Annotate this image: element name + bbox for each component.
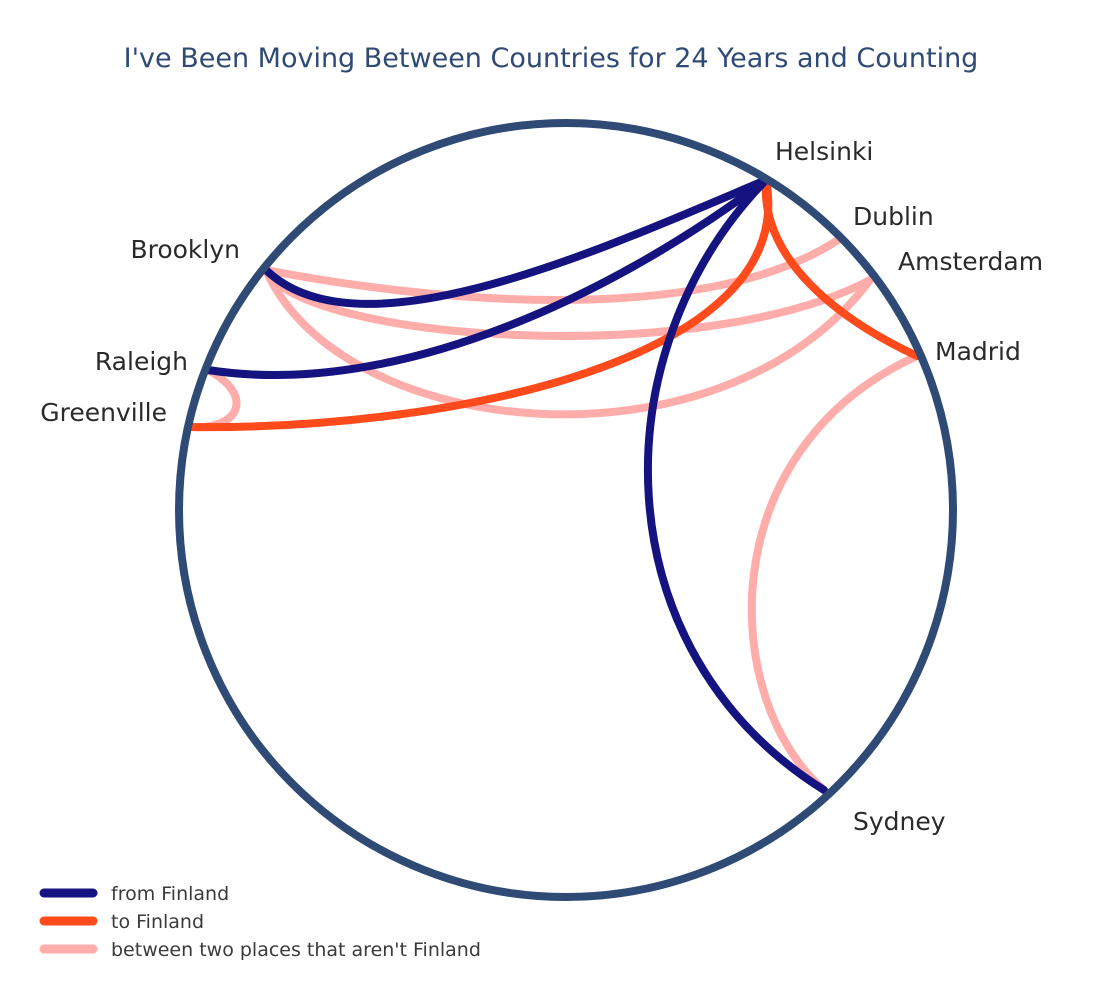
legend-label-between: between two places that aren't Finland xyxy=(111,939,481,961)
place-label-raleigh: Raleigh xyxy=(95,347,188,376)
chord-greenville-to-helsinki xyxy=(187,176,773,432)
chord-madrid-to-helsinki xyxy=(761,176,921,360)
chord-brooklyn-to-amsterdam xyxy=(262,266,874,419)
place-label-greenville: Greenville xyxy=(40,398,167,427)
place-label-helsinki: Helsinki xyxy=(775,137,873,166)
chord-brooklyn-to-dublin xyxy=(262,236,842,304)
legend: from Finland to Finland between two places… xyxy=(39,883,481,961)
chords-layer xyxy=(187,176,921,794)
chord-helsinki-to-raleigh xyxy=(204,176,770,379)
chord-brooklyn-to-amsterdam xyxy=(262,266,874,340)
place-label-amsterdam: Amsterdam xyxy=(898,247,1043,276)
chord-madrid-to-sydney xyxy=(747,352,921,794)
place-label-madrid: Madrid xyxy=(935,337,1021,366)
legend-label-to: to Finland xyxy=(111,911,204,933)
place-label-brooklyn: Brooklyn xyxy=(130,235,240,264)
chord-helsinki-to-brooklyn xyxy=(262,176,770,308)
place-label-dublin: Dublin xyxy=(853,202,934,231)
place-label-sydney: Sydney xyxy=(853,807,946,836)
chart-title: I've Been Moving Between Countries for 2… xyxy=(124,43,979,74)
chord-helsinki-to-sydney xyxy=(644,176,828,794)
place-labels: Helsinki Dublin Amsterdam Madrid Sydney Brook… xyxy=(40,137,1043,836)
legend-label-from: from Finland xyxy=(111,883,229,905)
outer-circle xyxy=(175,119,957,901)
